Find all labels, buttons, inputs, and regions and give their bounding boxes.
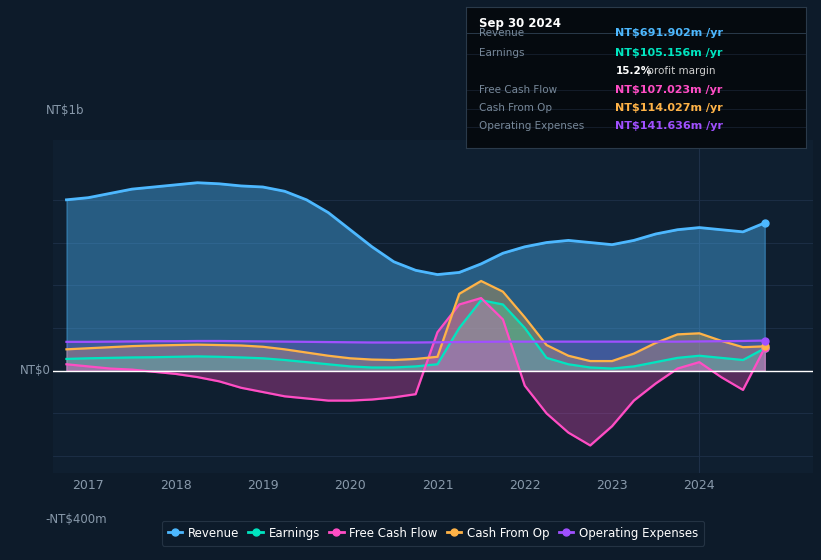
Point	[759, 336, 772, 345]
Text: -NT$400m: -NT$400m	[46, 513, 108, 526]
Text: NT$0: NT$0	[21, 364, 51, 377]
Point	[759, 218, 772, 227]
Point	[759, 342, 772, 351]
Text: 15.2%: 15.2%	[616, 67, 652, 76]
Text: Operating Expenses: Operating Expenses	[479, 122, 585, 132]
Text: profit margin: profit margin	[644, 67, 716, 76]
Text: NT$1b: NT$1b	[46, 104, 85, 116]
Point	[759, 343, 772, 352]
Text: Revenue: Revenue	[479, 29, 525, 38]
Text: Earnings: Earnings	[479, 48, 525, 58]
Text: Free Cash Flow: Free Cash Flow	[479, 85, 557, 95]
Text: Cash From Op: Cash From Op	[479, 103, 553, 113]
Text: Sep 30 2024: Sep 30 2024	[479, 17, 561, 30]
Text: NT$105.156m /yr: NT$105.156m /yr	[616, 48, 723, 58]
Legend: Revenue, Earnings, Free Cash Flow, Cash From Op, Operating Expenses: Revenue, Earnings, Free Cash Flow, Cash …	[162, 521, 704, 545]
Text: NT$114.027m /yr: NT$114.027m /yr	[616, 103, 723, 113]
Text: NT$141.636m /yr: NT$141.636m /yr	[616, 122, 723, 132]
Point	[759, 344, 772, 353]
Text: NT$691.902m /yr: NT$691.902m /yr	[616, 29, 723, 38]
Text: NT$107.023m /yr: NT$107.023m /yr	[616, 85, 722, 95]
